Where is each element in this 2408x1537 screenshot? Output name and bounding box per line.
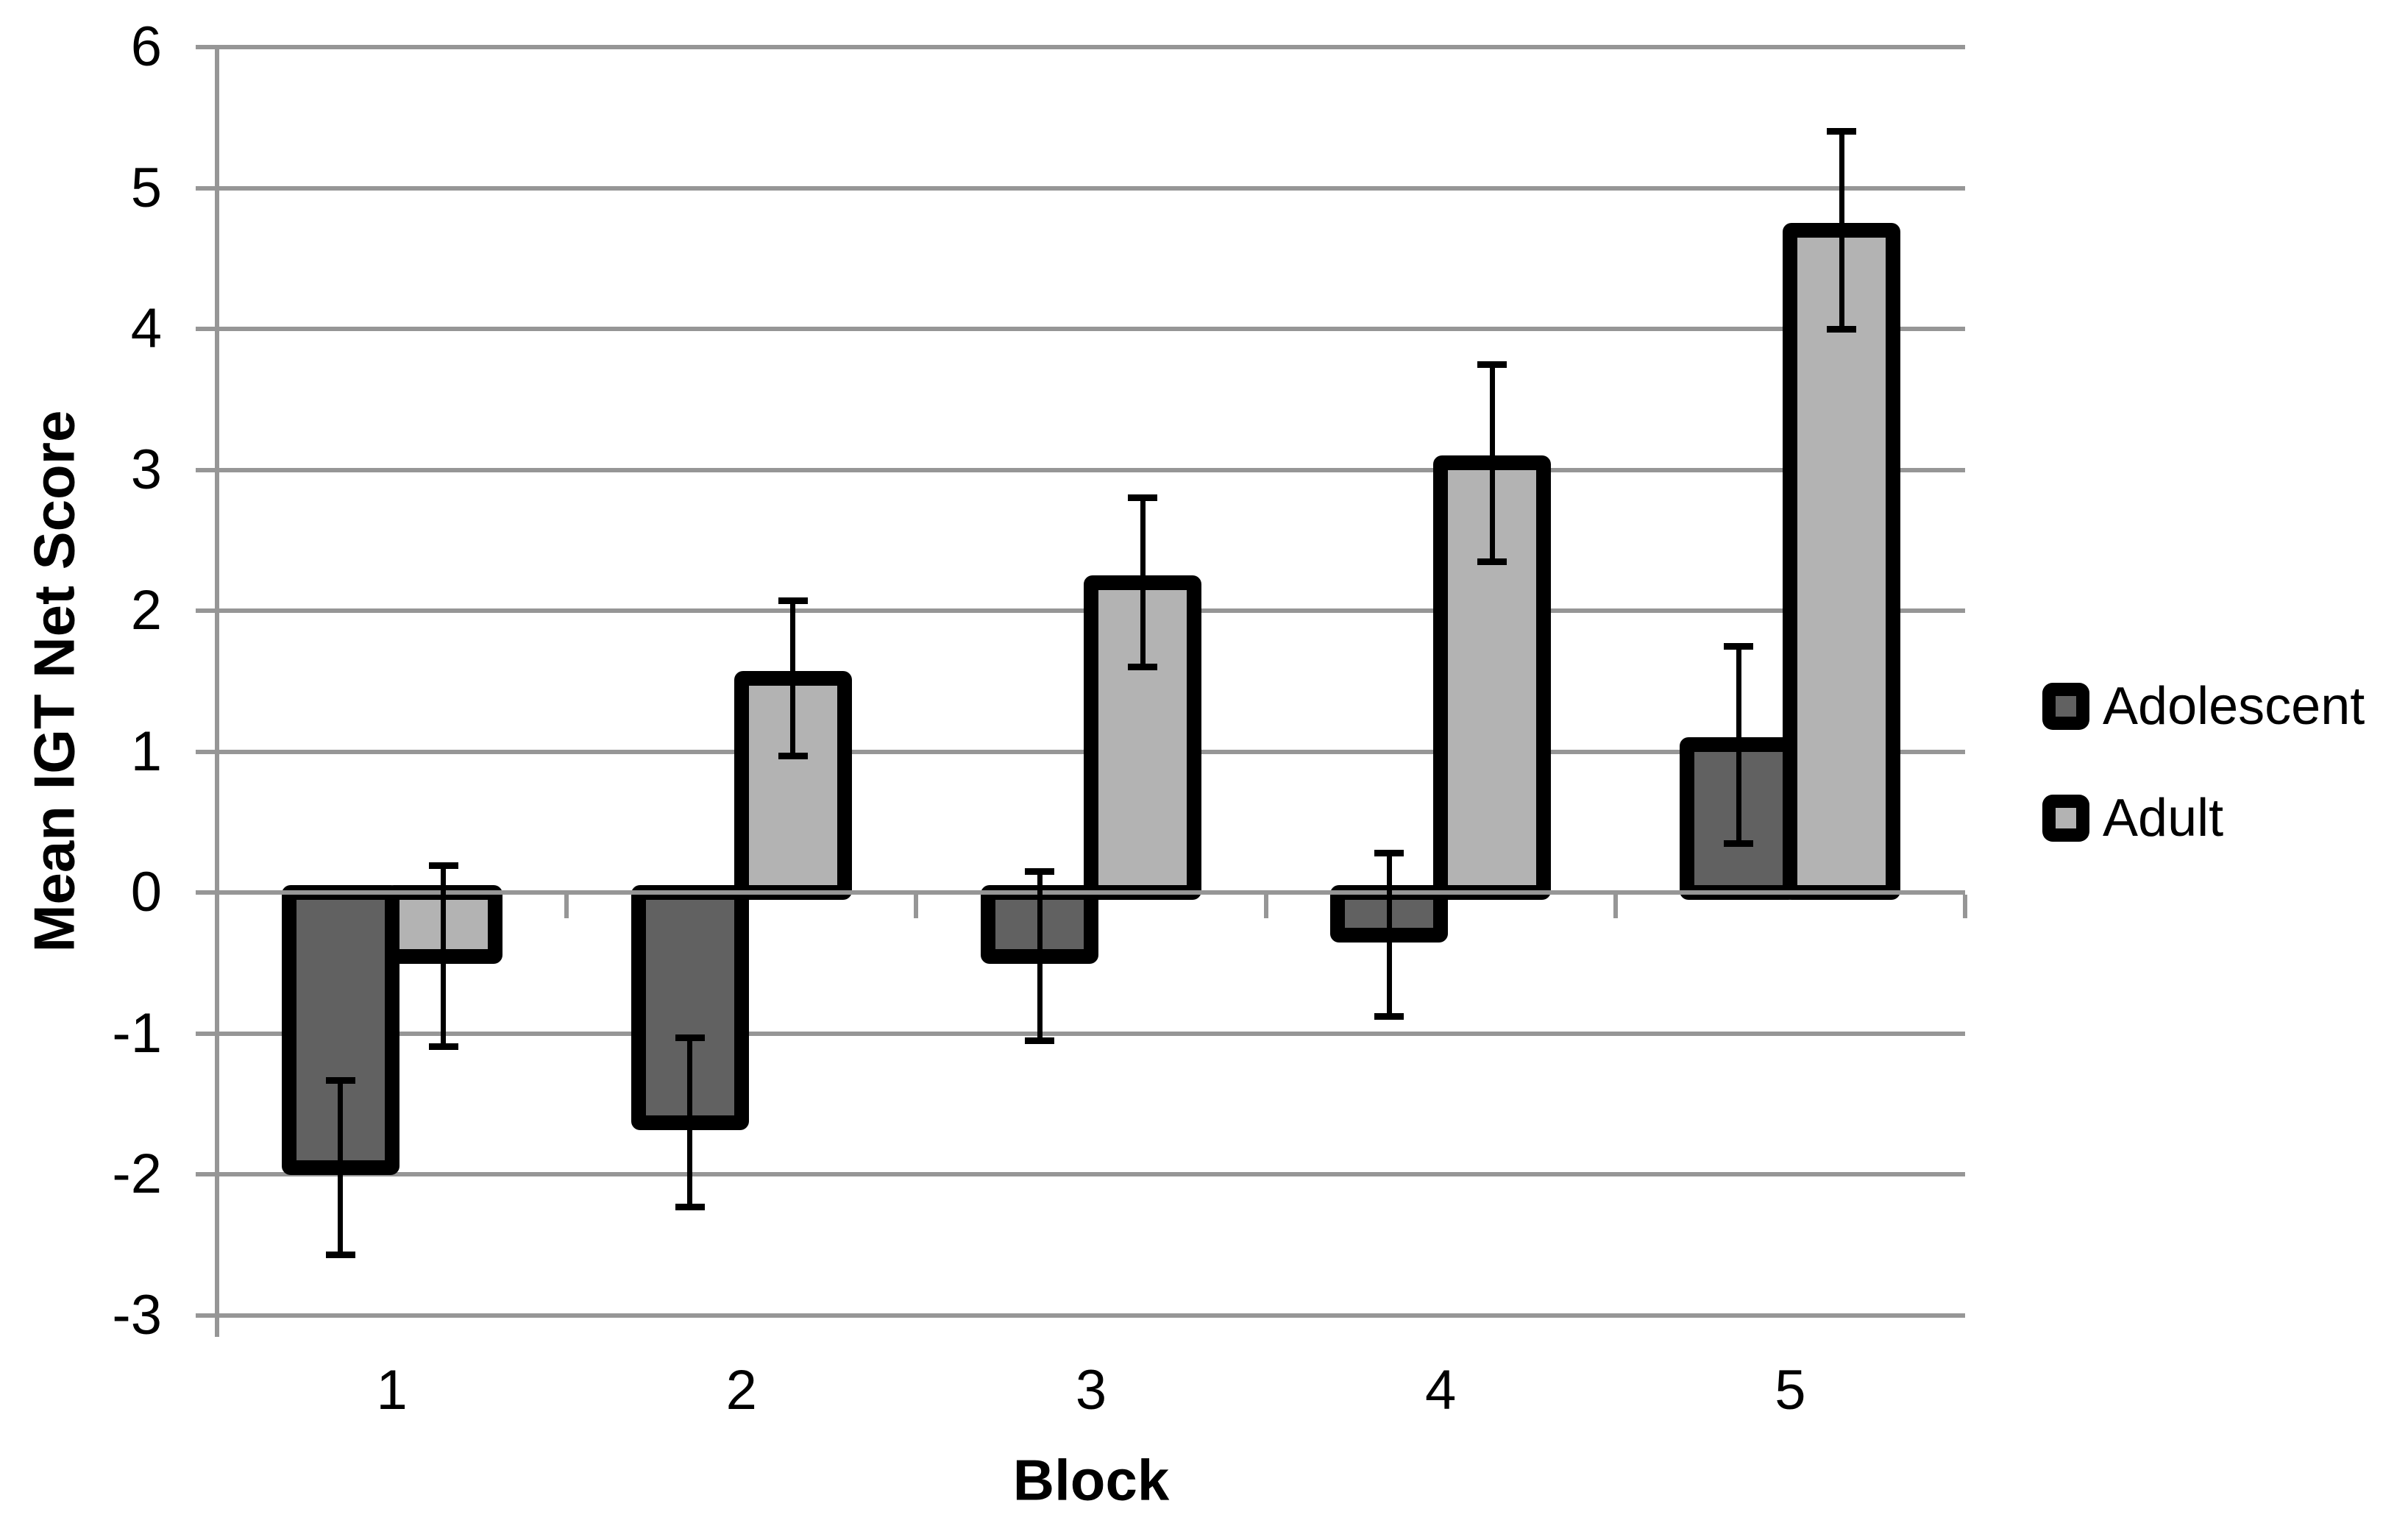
y-axis-tick bbox=[196, 327, 215, 332]
y-axis-line bbox=[215, 45, 219, 1337]
legend-label-adolescent: Adolescent bbox=[2103, 677, 2365, 736]
gridline bbox=[217, 1313, 1965, 1318]
error-bar-cap bbox=[1374, 850, 1404, 857]
x-axis-tick bbox=[1263, 895, 1268, 919]
x-tick-label: 4 bbox=[1425, 1359, 1457, 1421]
y-axis-tick bbox=[196, 890, 215, 895]
y-tick-label: 2 bbox=[130, 579, 162, 642]
bar-adult-block-3 bbox=[1084, 575, 1201, 901]
y-tick-label: -1 bbox=[112, 1001, 162, 1065]
y-axis-tick bbox=[196, 467, 215, 472]
error-bar-cap bbox=[428, 862, 458, 870]
x-axis-tick bbox=[1613, 895, 1618, 919]
x-axis-tick bbox=[914, 895, 919, 919]
gridline bbox=[217, 45, 1965, 49]
error-bar-cap bbox=[428, 1043, 458, 1050]
error-bar-cap bbox=[325, 1076, 355, 1084]
legend-swatch-adolescent bbox=[2042, 683, 2089, 730]
error-bar-cap bbox=[1477, 558, 1507, 565]
error-bar-line bbox=[1489, 364, 1495, 562]
error-bar-cap bbox=[1374, 1013, 1404, 1020]
error-bar-cap bbox=[1724, 642, 1754, 650]
y-axis-title: Mean IGT Net Score bbox=[21, 410, 87, 953]
error-bar-line bbox=[1140, 497, 1146, 667]
error-bar-line bbox=[338, 1080, 344, 1255]
error-bar-cap bbox=[1025, 868, 1054, 876]
error-bar-line bbox=[1839, 131, 1844, 330]
gridline bbox=[217, 327, 1965, 332]
gridline bbox=[217, 467, 1965, 472]
y-axis-tick bbox=[196, 45, 215, 49]
x-axis-tick bbox=[1963, 895, 1967, 919]
bar-adult-block-2 bbox=[734, 671, 852, 901]
error-bar-cap bbox=[325, 1252, 355, 1259]
bar-adult-block-4 bbox=[1433, 455, 1552, 901]
y-tick-label: 0 bbox=[130, 861, 162, 924]
error-bar-cap bbox=[1128, 664, 1157, 671]
bar-adult-block-5 bbox=[1783, 223, 1901, 901]
gridline bbox=[217, 1031, 1965, 1036]
x-tick-label: 2 bbox=[725, 1359, 757, 1421]
error-bar-cap bbox=[1128, 494, 1157, 502]
error-bar-cap bbox=[1724, 840, 1754, 847]
error-bar-line bbox=[441, 865, 447, 1047]
y-axis-tick bbox=[196, 608, 215, 614]
error-bar-line bbox=[790, 600, 796, 756]
legend-label-adult: Adult bbox=[2103, 789, 2224, 848]
y-tick-label: -3 bbox=[112, 1284, 162, 1346]
x-axis-title: Block bbox=[1012, 1447, 1170, 1513]
error-bar-cap bbox=[675, 1204, 705, 1210]
error-bar-cap bbox=[1025, 1037, 1054, 1044]
error-bar-line bbox=[1736, 646, 1741, 844]
y-axis-tick bbox=[196, 1313, 215, 1318]
x-axis-tick bbox=[215, 895, 219, 919]
y-tick-label: 4 bbox=[130, 297, 162, 361]
gridline bbox=[217, 1172, 1965, 1177]
error-bar-cap bbox=[1477, 361, 1507, 368]
y-axis-tick bbox=[196, 1172, 215, 1177]
error-bar-line bbox=[1386, 853, 1392, 1017]
error-bar-cap bbox=[1827, 128, 1857, 135]
y-tick-label: -2 bbox=[112, 1143, 162, 1206]
error-bar-cap bbox=[778, 753, 808, 760]
x-tick-label: 5 bbox=[1775, 1359, 1806, 1421]
x-tick-label: 3 bbox=[1075, 1359, 1107, 1421]
y-tick-label: 5 bbox=[130, 156, 162, 219]
error-bar-line bbox=[1037, 871, 1043, 1041]
gridline bbox=[217, 185, 1965, 191]
x-axis-line bbox=[217, 890, 1965, 895]
legend-swatch-adult bbox=[2042, 795, 2089, 842]
y-tick-label: 3 bbox=[130, 438, 162, 501]
y-tick-label: 6 bbox=[130, 15, 162, 78]
x-axis-tick bbox=[564, 895, 569, 919]
error-bar-line bbox=[687, 1037, 693, 1207]
y-tick-label: 1 bbox=[130, 720, 162, 783]
error-bar-cap bbox=[778, 597, 808, 605]
y-axis-tick bbox=[196, 185, 215, 191]
y-axis-tick bbox=[196, 749, 215, 754]
error-bar-cap bbox=[675, 1034, 705, 1042]
y-axis-tick bbox=[196, 1031, 215, 1036]
error-bar-cap bbox=[1827, 325, 1857, 333]
x-tick-label: 1 bbox=[376, 1359, 408, 1421]
